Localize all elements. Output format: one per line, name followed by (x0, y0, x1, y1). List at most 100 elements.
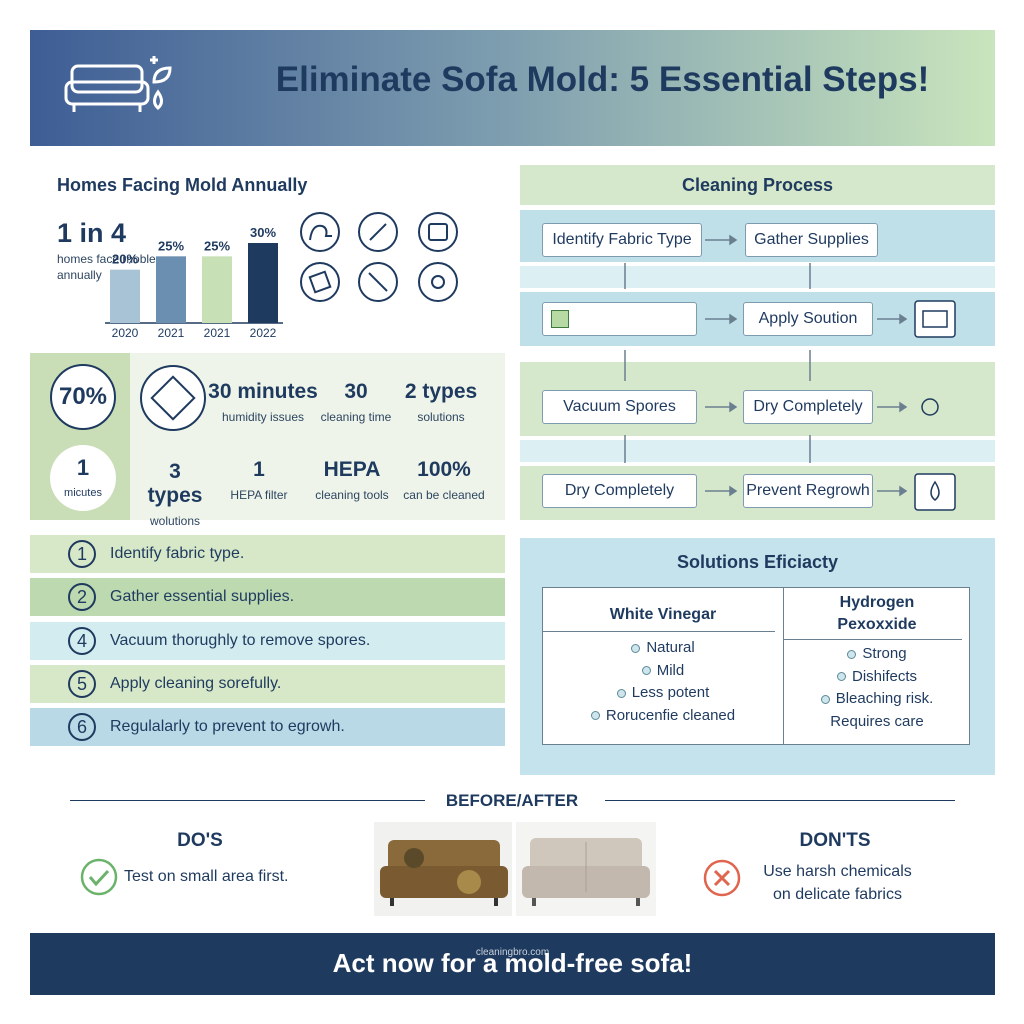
metric-tile: 30 cleaning time (318, 380, 394, 424)
bullet (641, 666, 651, 676)
mini-bar-chart: 20% 2020 25% 2021 25% 2021 30% 2022 (105, 225, 283, 340)
solution-item: Strong (784, 645, 970, 662)
metric-tile: HEPA cleaning tools (306, 458, 398, 502)
solution-item: Less potent (543, 684, 783, 701)
header-rule (784, 639, 962, 640)
step-row: 1 Identify fabric type. (30, 535, 505, 573)
solution-item: Bleaching risk. (784, 690, 970, 707)
step-number: 1 (68, 540, 96, 568)
bullet (590, 711, 600, 721)
metric-value: 30 (344, 380, 368, 403)
item-text: Strong (862, 645, 907, 662)
process-band (520, 266, 995, 288)
check-icon (80, 858, 118, 896)
item-text: Natural (646, 639, 695, 656)
step-number: 4 (68, 627, 96, 655)
process-icon-box (542, 302, 697, 336)
solution-item: Requires care (784, 713, 970, 730)
metric-label: humidity issues (221, 410, 305, 424)
bullet (820, 694, 830, 704)
bullet (631, 643, 641, 653)
item-text: Less potent (631, 684, 710, 701)
step-row: 4 Vacuum thorughly to remove spores. (30, 622, 505, 660)
metric-label: micutes (64, 487, 102, 499)
process-band (520, 440, 995, 462)
step-number: 5 (68, 670, 96, 698)
bullet (836, 672, 846, 682)
metric-label: cleaning tools (315, 488, 389, 502)
process-step: Dry Completely (542, 474, 697, 508)
metric-tile: 100% can be cleaned (398, 458, 490, 502)
process-step: Identify Fabric Type (542, 223, 702, 257)
column-header: Hydrogen Pexoxxide (837, 594, 917, 633)
bar (110, 269, 140, 323)
header (30, 30, 995, 146)
bar (202, 256, 232, 323)
metric-circle: 70% (50, 364, 116, 430)
process-arrows (624, 234, 956, 511)
metric-value: 2 types (404, 380, 478, 403)
value-label: 25% (204, 238, 230, 253)
footer-band (30, 933, 995, 995)
watermark: cleaningbro.com (475, 947, 550, 958)
item-text: Requires care (830, 712, 924, 730)
solution-item: Natural (543, 639, 783, 656)
stats-note: homes face rnoblems annually (57, 252, 172, 282)
process-step: Dry Completely (743, 390, 873, 424)
page-title: Eliminate Sofa Mold: 5 Essential Steps! (275, 60, 930, 99)
metric-value: 3 types (147, 460, 203, 507)
x-tick-label: 2020 (112, 326, 139, 340)
bullet (847, 649, 857, 659)
cross-icon (703, 859, 741, 897)
process-step: Vacuum Spores (542, 390, 697, 424)
sofa-photos (374, 822, 656, 916)
header-rule (543, 631, 775, 632)
step-number: 6 (68, 713, 96, 741)
metric-circle-small: 1 micutes (50, 445, 116, 511)
sofa-icon (64, 56, 172, 112)
metric-value: 100% (417, 458, 471, 481)
x-tick-label: 2021 (158, 326, 185, 340)
metric-label: can be cleaned (403, 488, 485, 502)
step-text: Gather essential supplies. (110, 588, 295, 605)
metric-label: HEPA filter (230, 488, 288, 502)
step-number: 2 (68, 583, 96, 611)
process-step: Gather Supplies (745, 223, 878, 257)
item-text: Dishifects (851, 667, 918, 685)
metric-label: solutions (417, 410, 465, 424)
before-after-title: BEFORE/AFTER (445, 791, 579, 810)
bullet (616, 688, 626, 698)
table-divider (783, 587, 784, 745)
stats-headline: 1 in 4 (57, 218, 127, 248)
rule (605, 800, 955, 801)
step-text: Identify fabric type. (110, 545, 245, 562)
value-label: 20% (112, 252, 138, 267)
process-step: Prevent Regrowh (743, 474, 873, 508)
metric-tile: 3 types wolutions (140, 460, 210, 528)
donts-text: Use harsh chemicals on delicate fabrics (763, 863, 912, 903)
item-text: Rorucenfie cleaned (605, 706, 736, 724)
item-text: Mild (656, 661, 685, 679)
step-row: 2 Gather essential supplies. (30, 578, 505, 616)
donts-title: DON'TS (799, 830, 871, 851)
solution-item: Rorucenfie cleaned (543, 707, 783, 724)
stats-title: Homes Facing Mold Annually (57, 175, 308, 195)
process-step: Apply Soution (743, 302, 873, 336)
footer-text: Act now for a mold-free sofa! (332, 948, 693, 978)
solution-item: Dishifects (784, 668, 970, 685)
value-label: 25% (158, 238, 184, 253)
bar (156, 256, 186, 323)
step-row: 6 Regulalarly to prevent to egrowh. (30, 708, 505, 746)
metric-tile: 30 minutes humidity issues (208, 380, 318, 424)
bar (248, 243, 278, 323)
metric-label: wolutions (149, 514, 201, 528)
value-label: 30% (250, 225, 276, 240)
step-text: Regulalarly to prevent to egrowh. (110, 718, 345, 735)
metric-tile: 2 types solutions (396, 380, 486, 424)
rule (70, 800, 425, 801)
step-row: 5 Apply cleaning sorefully. (30, 665, 505, 703)
step-text: Vacuum thorughly to remove spores. (110, 632, 371, 649)
metric-tile: 1 HEPA filter (214, 458, 304, 502)
solutions-title: Solutions Eficiacty (676, 552, 839, 572)
